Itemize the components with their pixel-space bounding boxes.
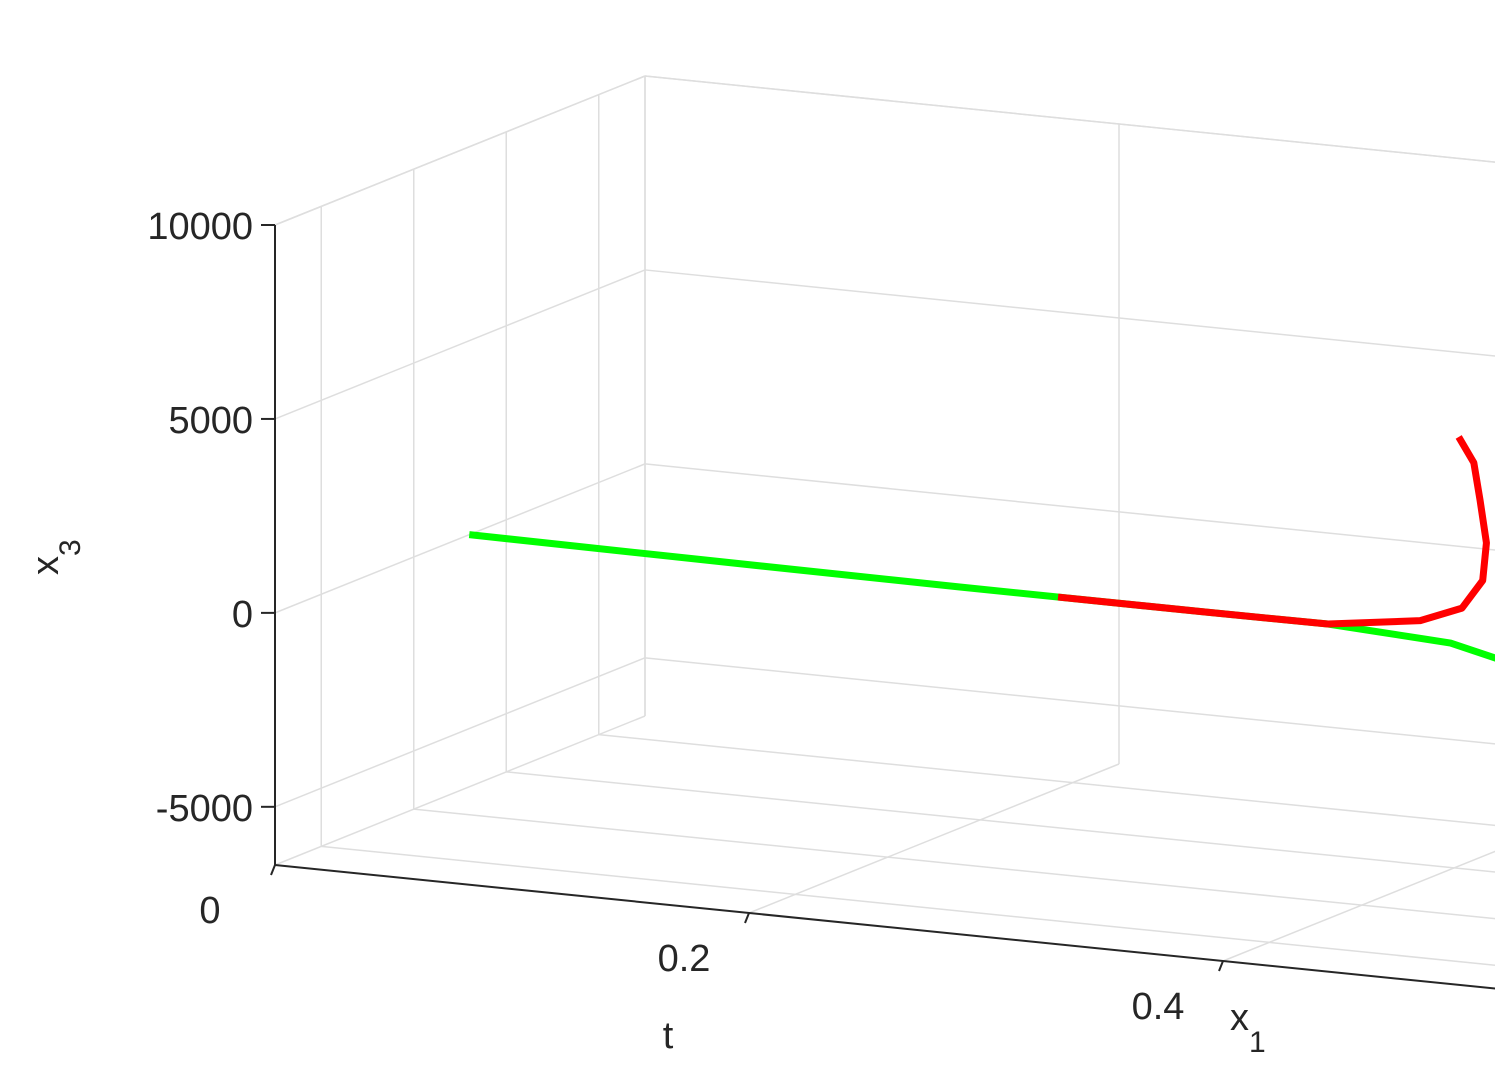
x-tick bbox=[744, 912, 750, 924]
y-axis-label-base: x bbox=[1230, 997, 1249, 1039]
trajectory bbox=[468, 531, 1495, 662]
z-tick-label: 10000 bbox=[147, 206, 253, 248]
z-tick-label: -5000 bbox=[156, 788, 253, 830]
x-tick bbox=[1218, 960, 1224, 972]
x-tick-label: 0.4 bbox=[1132, 986, 1185, 1028]
grid-line bbox=[413, 808, 1495, 920]
x-axis-label: t bbox=[663, 1015, 674, 1057]
grid-line bbox=[644, 463, 1495, 551]
z-axis-label: x3 bbox=[25, 539, 87, 575]
z-axis-label-base: x bbox=[25, 556, 67, 575]
grid-line bbox=[748, 763, 1120, 914]
y-axis-label-sub: 1 bbox=[1249, 1026, 1266, 1059]
x-tick-label: 0 bbox=[199, 890, 220, 932]
grid-line bbox=[274, 463, 646, 614]
grid-line bbox=[274, 715, 646, 866]
grid-line bbox=[321, 845, 1495, 966]
grid-line bbox=[598, 733, 1495, 827]
z-tick-label: 5000 bbox=[168, 400, 253, 442]
y-axis-label: x1 bbox=[1230, 997, 1266, 1059]
grid-line bbox=[274, 269, 646, 420]
x-tick bbox=[270, 864, 276, 876]
z-tick-label: 0 bbox=[232, 594, 253, 636]
trajectory bbox=[1057, 435, 1490, 628]
grid-line bbox=[644, 75, 1495, 163]
grid-line bbox=[274, 657, 646, 808]
grid-line bbox=[506, 771, 1495, 873]
grid-line bbox=[274, 75, 646, 226]
x-axis-line bbox=[274, 864, 1495, 990]
grid-line bbox=[644, 75, 1495, 163]
z-axis-label-sub: 3 bbox=[54, 539, 87, 556]
grid-line bbox=[1222, 850, 1495, 962]
x-tick-label: 0.2 bbox=[658, 938, 711, 980]
grid-line bbox=[644, 269, 1495, 357]
grid-line bbox=[644, 657, 1495, 745]
